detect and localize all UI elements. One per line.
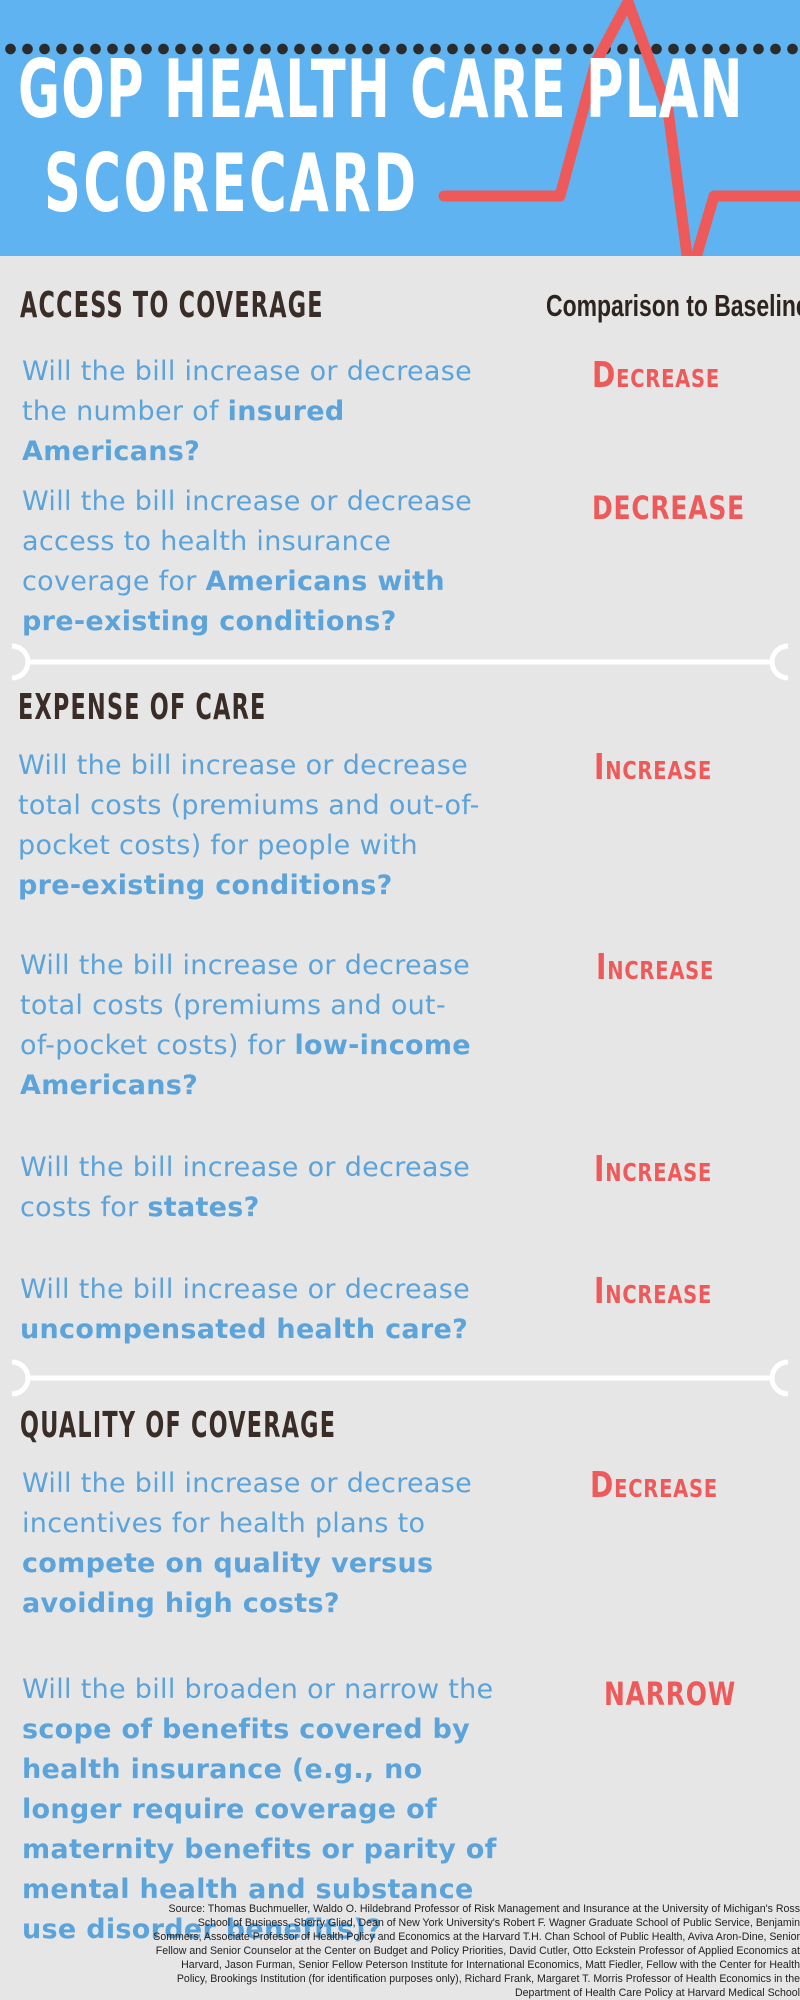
question-emphasis: pre-existing conditions? (18, 870, 393, 901)
title-line-1: GOP HEALTH CARE PLAN (18, 43, 744, 136)
question-uncompensated: Will the bill increase or decrease uncom… (20, 1270, 500, 1350)
question-scope-benefits: Will the bill broaden or narrow the scop… (22, 1670, 522, 1950)
question-text: Will the bill increase or decrease the n… (22, 356, 473, 427)
answer-insured: Decrease (592, 355, 720, 396)
answer-scope-benefits: NARROW (604, 1675, 737, 1713)
question-emphasis: no longer require coverage of maternity … (22, 1754, 497, 1945)
title-line-2: SCORECARD (44, 137, 419, 230)
answer-states: Increase (594, 1149, 713, 1190)
answer-preexisting-costs: Increase (594, 747, 713, 788)
question-preexisting-costs: Will the bill increase or decrease total… (18, 746, 488, 906)
question-text: Will the bill increase or decrease (20, 1274, 471, 1305)
question-text: Will the bill increase or decrease acces… (22, 486, 473, 597)
question-states: Will the bill increase or decrease costs… (20, 1148, 480, 1228)
question-insured: Will the bill increase or decrease the n… (22, 352, 482, 472)
source-footnote: Source: Thomas Buchmueller, Waldo O. Hil… (153, 1903, 800, 1999)
ekg-heartbeat-icon (438, 0, 800, 256)
section-title-access: ACCESS TO COVERAGE (20, 285, 324, 326)
question-emphasis: scope of benefits covered by health insu… (22, 1714, 471, 1785)
question-emphasis: insured Americans? (22, 396, 345, 467)
question-low-income: Will the bill increase or decrease total… (20, 946, 480, 1106)
bracket-divider-icon (11, 643, 789, 681)
answer-uncompensated: Increase (594, 1271, 713, 1312)
question-text: Will the bill increase or decrease total… (20, 950, 471, 1061)
question-text: Will the bill increase or decrease incen… (22, 1468, 473, 1539)
section-title-expense: EXPENSE OF CARE (18, 687, 267, 728)
question-emphasis: states? (147, 1192, 260, 1223)
answer-low-income: Increase (596, 947, 715, 988)
question-emphasis: Americans with pre-existing conditions? (22, 566, 445, 637)
question-text: Will the bill increase or decrease total… (18, 750, 480, 861)
answer-preexisting-access: DECREASE (592, 489, 745, 527)
question-text: Will the bill broaden or narrow the (22, 1674, 494, 1705)
question-emphasis: low-income Americans? (20, 1030, 471, 1101)
section-title-quality: QUALITY OF COVERAGE (20, 1405, 337, 1446)
header-banner: GOP HEALTH CARE PLAN SCORECARD (0, 0, 800, 256)
question-emphasis: compete on quality versus avoiding high … (22, 1548, 434, 1619)
bracket-divider-icon (11, 1359, 789, 1397)
answer-compete-quality: Decrease (590, 1465, 718, 1506)
question-emphasis: uncompensated health care? (20, 1314, 469, 1345)
question-compete-quality: Will the bill increase or decrease incen… (22, 1464, 482, 1624)
comparison-header: Comparison to Baseline (546, 288, 800, 323)
question-preexisting-access: Will the bill increase or decrease acces… (22, 482, 502, 642)
question-text: Will the bill increase or decrease costs… (20, 1152, 471, 1223)
question-emphasis: (e.g., (282, 1754, 385, 1785)
question-emphasis: )? (353, 1914, 382, 1945)
